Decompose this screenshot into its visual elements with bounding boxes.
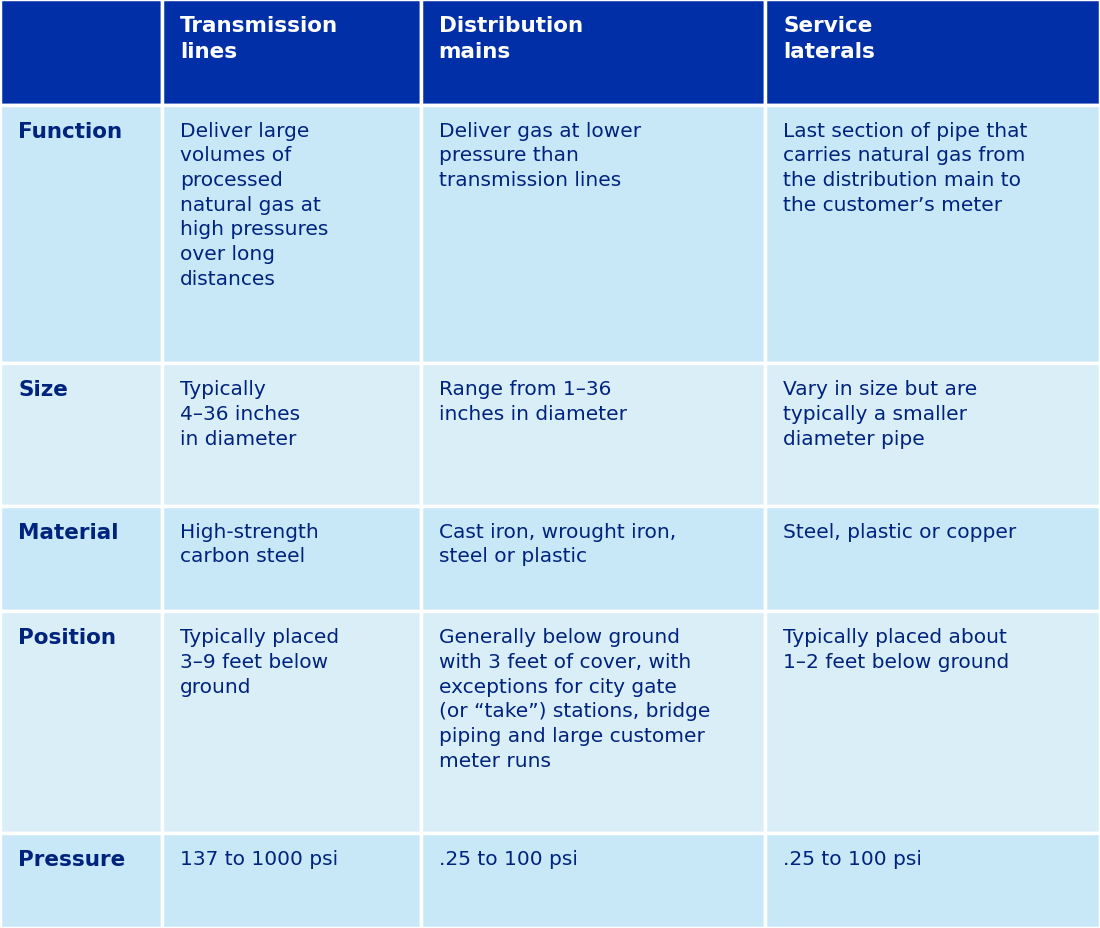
Text: Typically placed about
1–2 feet below ground: Typically placed about 1–2 feet below gr… [783,627,1010,671]
Bar [162,364,420,506]
Bar [420,0,766,106]
Text: Size: Size [18,380,68,400]
Bar [0,364,162,506]
Bar [0,0,162,106]
Bar [420,364,766,506]
Bar [162,833,420,928]
Text: Service
laterals: Service laterals [783,16,876,62]
Bar [420,506,766,612]
Text: High-strength
carbon steel: High-strength carbon steel [180,522,319,566]
Bar [766,506,1100,612]
Text: Typically
4–36 inches
in diameter: Typically 4–36 inches in diameter [180,380,300,448]
Text: Deliver large
volumes of
processed
natural gas at
high pressures
over long
dista: Deliver large volumes of processed natur… [180,122,329,289]
Bar [420,106,766,364]
Bar [162,506,420,612]
Bar [162,106,420,364]
Bar [0,506,162,612]
Text: Position: Position [18,627,116,648]
Bar [766,612,1100,833]
Bar [0,833,162,928]
Bar [420,833,766,928]
Text: Pressure: Pressure [18,849,125,869]
Bar [766,106,1100,364]
Text: Distribution
mains: Distribution mains [439,16,583,62]
Bar [766,364,1100,506]
Text: Deliver gas at lower
pressure than
transmission lines: Deliver gas at lower pressure than trans… [439,122,641,189]
Text: Material: Material [18,522,119,542]
Bar [162,612,420,833]
Bar [0,612,162,833]
Text: Cast iron, wrought iron,
steel or plastic: Cast iron, wrought iron, steel or plasti… [439,522,676,566]
Text: Transmission
lines: Transmission lines [180,16,339,62]
Bar [0,106,162,364]
Bar [766,833,1100,928]
Text: .25 to 100 psi: .25 to 100 psi [439,849,578,868]
Text: Generally below ground
with 3 feet of cover, with
exceptions for city gate
(or “: Generally below ground with 3 feet of co… [439,627,711,770]
Text: Last section of pipe that
carries natural gas from
the distribution main to
the : Last section of pipe that carries natura… [783,122,1027,214]
Text: Typically placed
3–9 feet below
ground: Typically placed 3–9 feet below ground [180,627,339,696]
Text: Range from 1–36
inches in diameter: Range from 1–36 inches in diameter [439,380,627,423]
Text: 137 to 1000 psi: 137 to 1000 psi [180,849,339,868]
Bar [420,612,766,833]
Text: Function: Function [18,122,122,141]
Text: Steel, plastic or copper: Steel, plastic or copper [783,522,1016,541]
Text: .25 to 100 psi: .25 to 100 psi [783,849,922,868]
Text: Vary in size but are
typically a smaller
diameter pipe: Vary in size but are typically a smaller… [783,380,978,448]
Bar [766,0,1100,106]
Bar [162,0,420,106]
